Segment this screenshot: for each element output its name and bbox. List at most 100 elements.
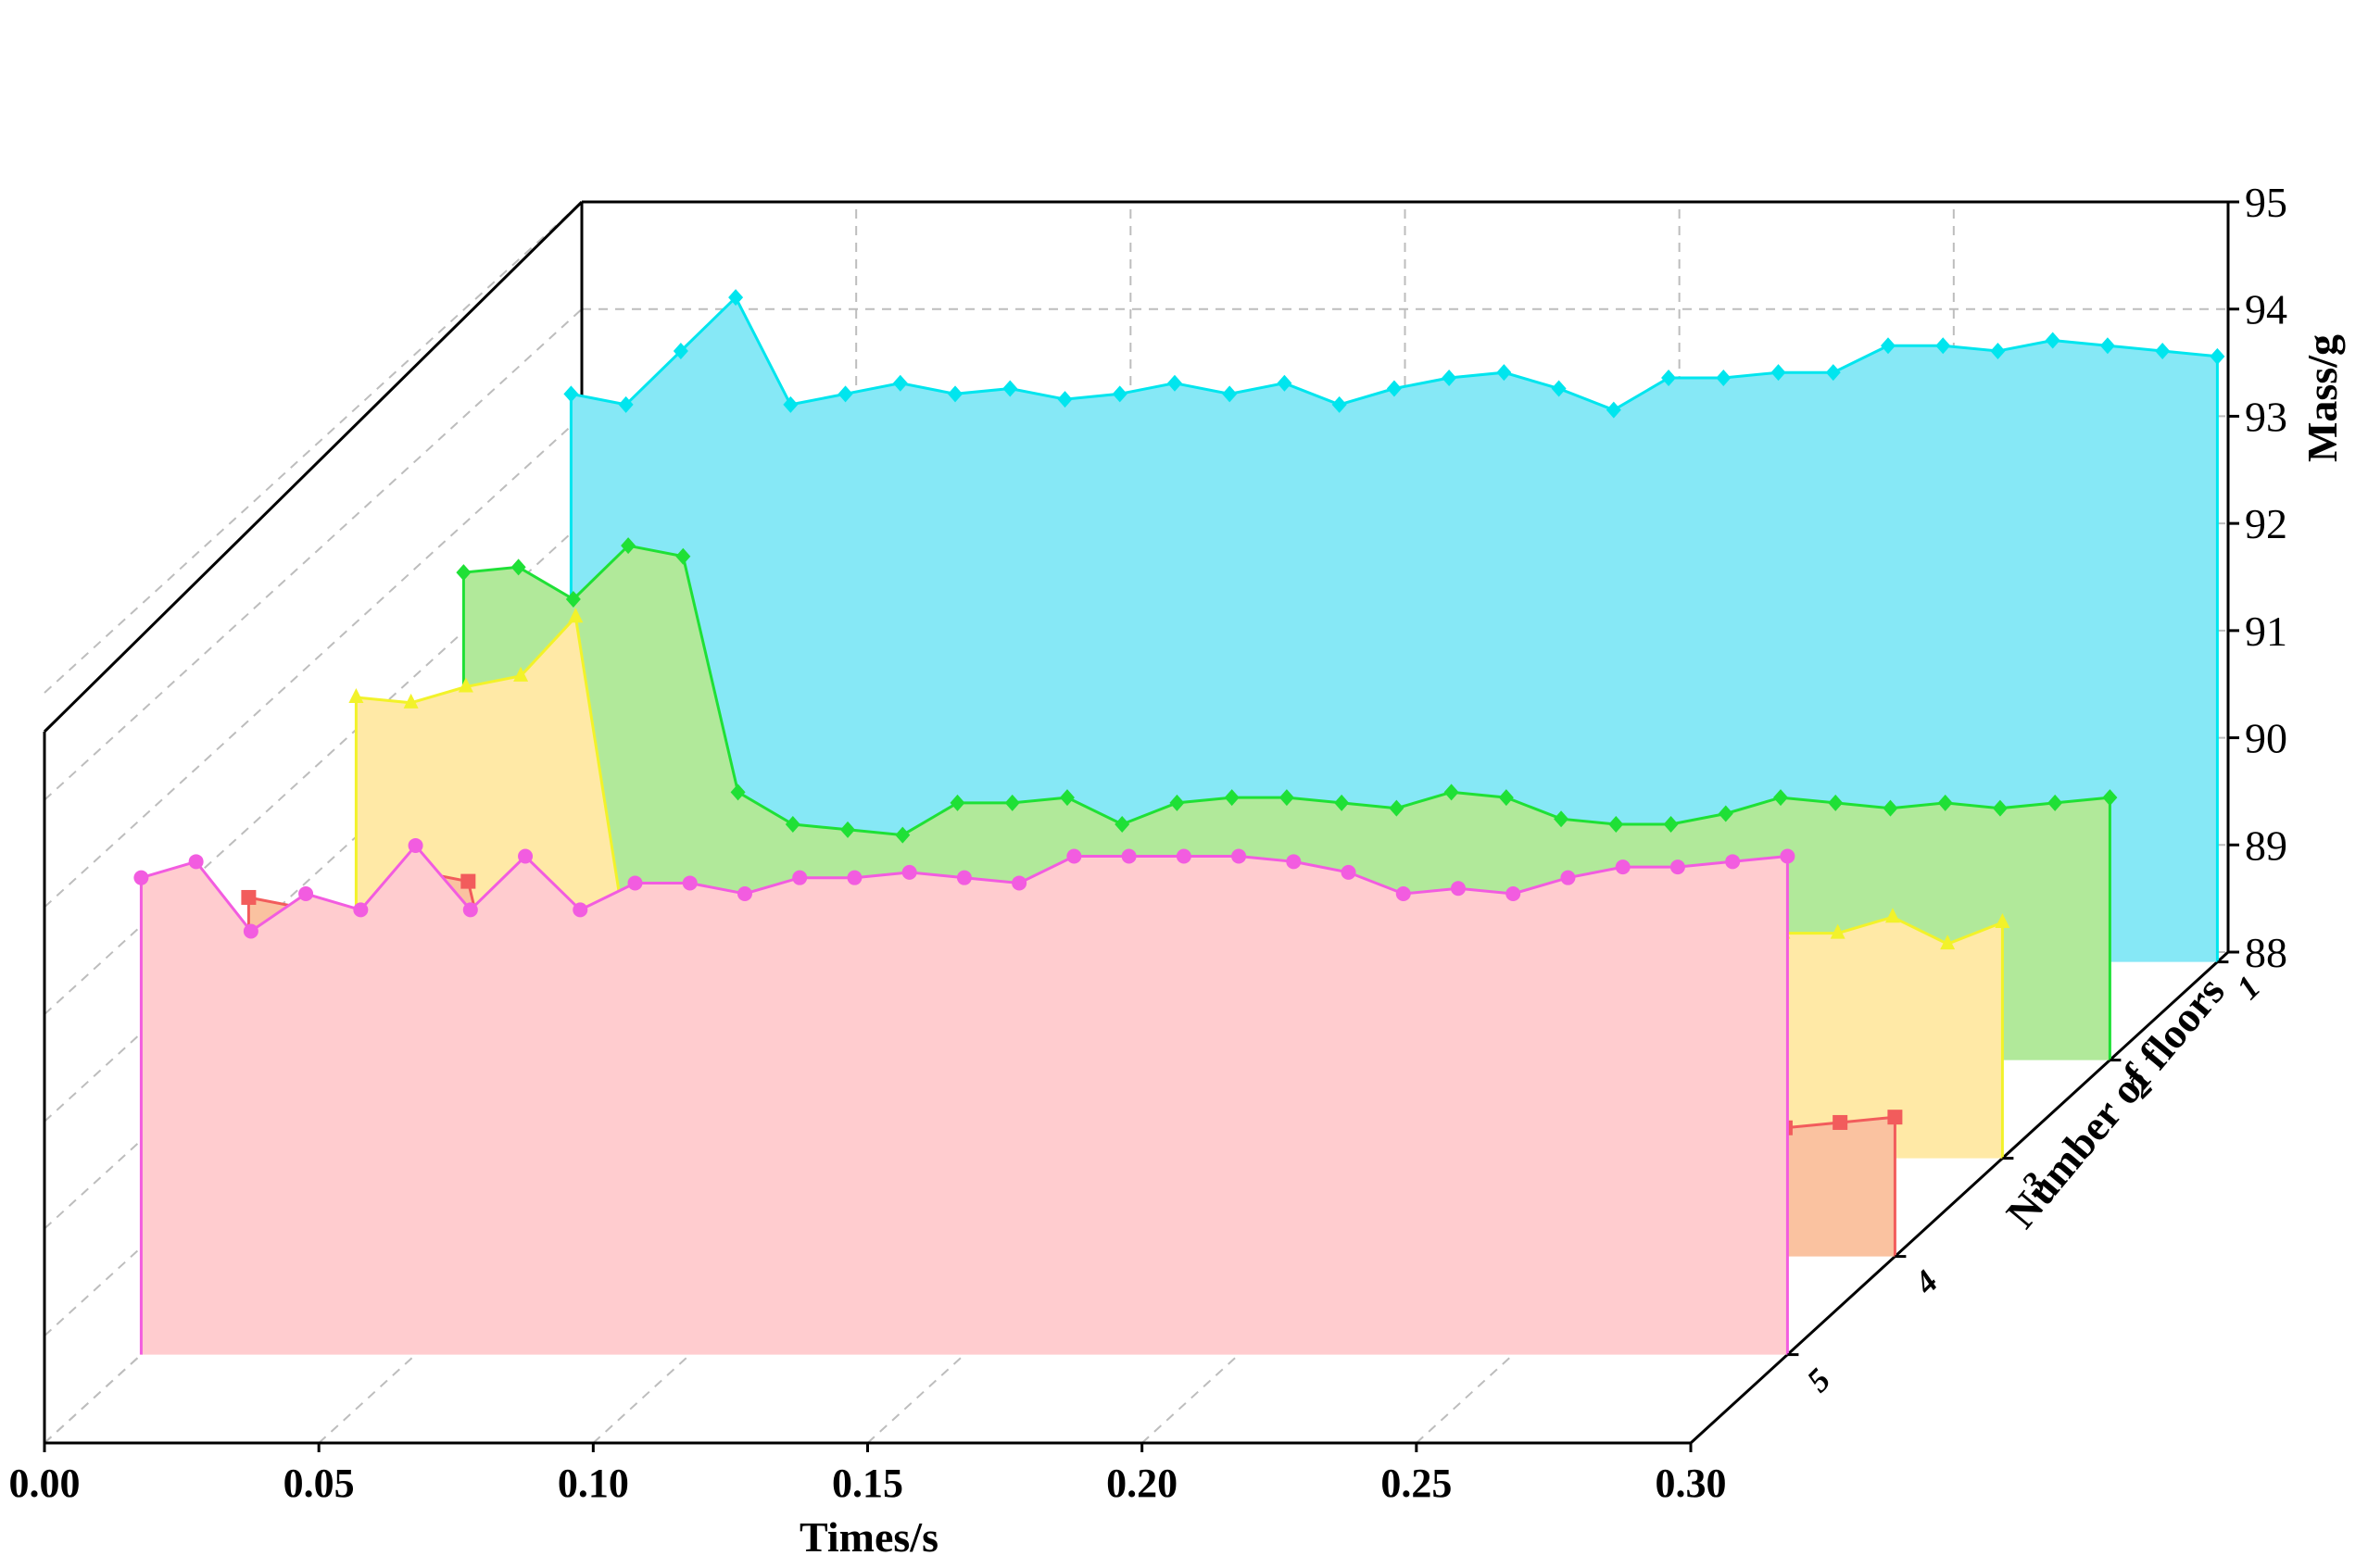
data-point	[1883, 799, 1898, 817]
data-point	[618, 395, 634, 413]
data-point	[1222, 385, 1238, 403]
floor-tick-label: 4	[1907, 1263, 1946, 1302]
data-point	[792, 870, 808, 885]
grid-line	[44, 307, 583, 801]
data-point	[2210, 347, 2225, 365]
series-group	[133, 289, 2225, 1355]
data-point	[462, 902, 478, 918]
data-point	[675, 547, 691, 565]
x-axis-ticks: 0.00 0.05 0.10 0.15 0.20 0.25 0.30	[9, 1443, 1727, 1506]
data-point	[1278, 789, 1294, 807]
data-point	[892, 374, 908, 392]
data-point	[568, 608, 584, 623]
data-point	[621, 537, 636, 555]
x-axis-title: Times/s	[800, 1513, 938, 1561]
data-point	[1121, 848, 1137, 864]
data-point	[1554, 810, 1569, 828]
data-point	[1505, 886, 1521, 902]
y-tick-label: 88	[2245, 929, 2287, 976]
data-point	[627, 875, 643, 891]
data-point	[783, 395, 799, 413]
x-tick-label: 0.20	[1106, 1461, 1178, 1506]
data-point	[513, 666, 529, 682]
data-point	[737, 886, 752, 902]
grid-line	[44, 415, 583, 909]
y-tick-label: 90	[2245, 715, 2287, 762]
data-point	[1833, 1114, 1848, 1130]
data-point	[1498, 789, 1514, 807]
y-tick-label: 91	[2245, 608, 2287, 655]
data-point	[838, 385, 853, 403]
data-point	[1012, 875, 1027, 891]
data-point	[1066, 848, 1082, 864]
data-point	[1661, 369, 1677, 386]
data-point	[1990, 343, 2006, 360]
data-point	[458, 677, 473, 693]
data-point	[1451, 881, 1466, 897]
data-point	[1551, 380, 1567, 397]
data-point	[2045, 332, 2060, 349]
y-tick-label: 93	[2245, 393, 2287, 440]
data-point	[1718, 805, 1733, 822]
data-point	[1716, 369, 1732, 386]
data-point	[785, 816, 800, 834]
data-point	[1224, 789, 1240, 807]
data-point	[1935, 337, 1951, 355]
data-point	[673, 343, 688, 360]
data-point	[403, 693, 419, 709]
area-fill	[141, 846, 1788, 1355]
data-point	[1277, 374, 1292, 392]
data-point	[1825, 364, 1841, 382]
x-tick-label: 0.15	[832, 1461, 903, 1506]
data-point	[1773, 789, 1788, 807]
data-point	[1442, 369, 1457, 386]
y-axis-title: Mass/g	[2299, 334, 2346, 462]
data-point	[573, 902, 588, 918]
y-tick-label: 94	[2245, 286, 2287, 333]
data-point	[1995, 913, 2010, 929]
data-point	[730, 784, 746, 801]
data-point	[563, 385, 579, 403]
data-point	[1004, 794, 1020, 811]
grid-line	[44, 201, 583, 694]
series-floor-1	[563, 289, 2225, 962]
data-point	[1780, 848, 1795, 864]
data-point	[1496, 364, 1512, 382]
y-axis-ticks: 88 89 90 91 92 93 94 95	[2228, 179, 2287, 976]
data-point	[518, 848, 534, 864]
y-tick-label: 89	[2245, 822, 2287, 869]
frame-line	[43, 200, 584, 734]
data-point	[353, 902, 369, 918]
x-tick-label: 0.25	[1380, 1461, 1452, 1506]
data-point	[1395, 886, 1411, 902]
area-fill	[571, 297, 2218, 962]
data-point	[1331, 395, 1347, 413]
data-point	[1887, 1110, 1903, 1125]
data-point	[682, 875, 698, 891]
data-point	[565, 591, 581, 608]
data-point	[1169, 794, 1185, 811]
data-point	[950, 794, 965, 811]
data-point	[1663, 816, 1679, 834]
data-point	[348, 688, 364, 704]
data-point	[1443, 784, 1459, 801]
data-point	[1231, 848, 1247, 864]
data-point	[1386, 380, 1402, 397]
data-point	[1770, 364, 1786, 382]
data-point	[1937, 794, 1953, 811]
data-point	[510, 558, 526, 576]
data-point	[1112, 385, 1127, 403]
data-point	[1057, 391, 1073, 408]
data-point	[1992, 799, 2008, 817]
data-point	[2047, 794, 2063, 811]
data-point	[1615, 859, 1631, 875]
data-point	[956, 870, 972, 885]
data-point	[1002, 380, 1018, 397]
data-point	[840, 821, 856, 838]
data-point	[847, 870, 863, 885]
data-point	[901, 864, 917, 880]
data-point	[1606, 401, 1621, 419]
data-point	[1334, 794, 1350, 811]
data-point	[895, 826, 911, 844]
